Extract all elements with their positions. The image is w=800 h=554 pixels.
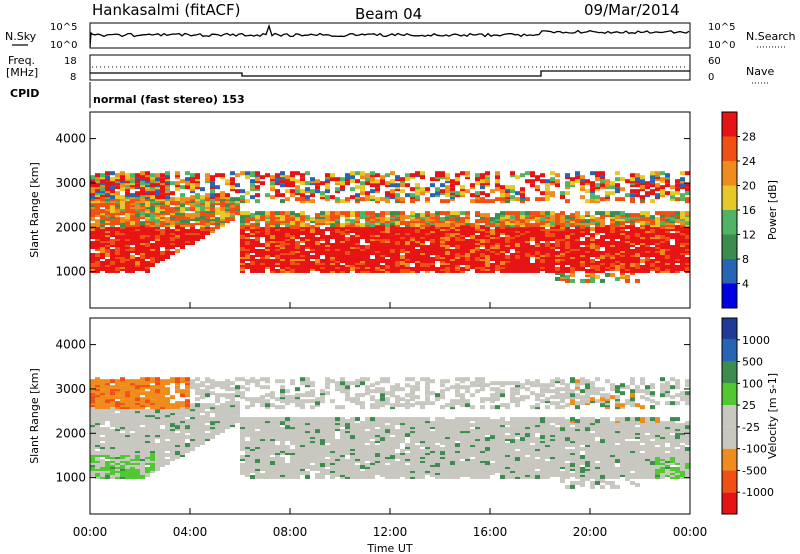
power-panel: 1000 2000 3000 4000 Slant Range [km] 28 24 20… bbox=[28, 111, 779, 309]
cpid-text: normal (fast stereo) 153 bbox=[93, 93, 245, 106]
nave-tick-bottom: 0 bbox=[708, 72, 714, 83]
freq-unit-label: [MHz] bbox=[6, 66, 38, 79]
x-tick-label: 04:00 bbox=[173, 525, 208, 539]
nsky-trace bbox=[89, 23, 690, 48]
y-tick-label: 3000 bbox=[55, 382, 86, 396]
colorbar-tick-label: 24 bbox=[742, 155, 756, 168]
x-axis-ticks: 00:00 04:00 08:00 12:00 16:00 20:00 00:00 bbox=[73, 302, 708, 539]
velocity-y-axis-label: Slant Range [km] bbox=[28, 368, 41, 464]
nsky-label: N.Sky bbox=[5, 30, 37, 43]
velocity-panel: 1000 2000 3000 4000 Slant Range [km] 1000 50… bbox=[28, 317, 779, 515]
nave-label: Nave bbox=[746, 65, 774, 78]
colorbar-tick-label: 16 bbox=[742, 204, 756, 217]
y-tick-label: 1000 bbox=[55, 471, 86, 485]
power-y-axis-label: Slant Range [km] bbox=[28, 162, 41, 258]
freq-label: Freq. bbox=[8, 54, 35, 67]
x-tick-label: 00:00 bbox=[73, 525, 108, 539]
colorbar-tick-label: 25 bbox=[742, 399, 756, 412]
beam-title: Beam 04 bbox=[355, 5, 422, 23]
y-tick-label: 4000 bbox=[55, 132, 86, 146]
nave-tick-top: 60 bbox=[708, 56, 721, 67]
x-axis-label: Time UT bbox=[366, 542, 412, 554]
colorbar-tick-label: -25 bbox=[742, 421, 760, 434]
velocity-plot-area bbox=[90, 377, 690, 489]
colorbar-tick-label: 100 bbox=[742, 377, 763, 390]
velocity-axis-ticks: 1000 2000 3000 4000 bbox=[55, 338, 690, 485]
x-tick-label: 16:00 bbox=[473, 525, 508, 539]
freq-panel: Freq. [MHz] 18 8 60 0 Nave bbox=[6, 54, 774, 84]
velocity-colorbar-label: Velocity [m s-1] bbox=[766, 373, 779, 459]
nsky-panel: N.Sky 10^5 10^0 10^5 10^0 N.Search bbox=[5, 22, 796, 51]
colorbar-tick-label: 500 bbox=[742, 356, 763, 369]
power-axis-ticks: 1000 2000 3000 4000 bbox=[55, 132, 690, 279]
colorbar-tick-label: 8 bbox=[742, 253, 749, 266]
colorbar-tick-label: -1000 bbox=[742, 486, 774, 499]
y-tick-label: 4000 bbox=[55, 338, 86, 352]
cpid-label: CPID bbox=[10, 87, 39, 100]
colorbar-tick-label: 28 bbox=[742, 131, 756, 144]
x-tick-label: 20:00 bbox=[573, 525, 608, 539]
x-tick-label: 08:00 bbox=[273, 525, 308, 539]
y-tick-label: 2000 bbox=[55, 220, 86, 234]
colorbar-tick-label: 1000 bbox=[742, 334, 770, 347]
freq-tick-bottom: 8 bbox=[70, 72, 76, 83]
power-plot-area bbox=[90, 171, 690, 283]
nsearch-tick-top: 10^5 bbox=[708, 22, 735, 33]
power-colorbar-label: Power [dB] bbox=[766, 180, 779, 240]
nsky-tick-bottom: 10^0 bbox=[50, 40, 77, 51]
x-tick-label: 12:00 bbox=[373, 525, 408, 539]
colorbar-tick-label: 20 bbox=[742, 180, 756, 193]
nsearch-label: N.Search bbox=[746, 30, 796, 43]
y-tick-label: 3000 bbox=[55, 176, 86, 190]
colorbar-tick-label: -100 bbox=[742, 443, 767, 456]
y-tick-label: 2000 bbox=[55, 426, 86, 440]
freq-trace bbox=[90, 70, 690, 77]
y-tick-label: 1000 bbox=[55, 265, 86, 279]
x-tick-label: 00:00 bbox=[673, 525, 708, 539]
power-colorbar: 28 24 20 16 12 8 4 bbox=[721, 111, 756, 309]
freq-tick-top: 18 bbox=[64, 56, 77, 67]
velocity-colorbar: 1000 500 100 25 -25 -100 -500 -1000 bbox=[721, 317, 774, 515]
date-title: 09/Mar/2014 bbox=[584, 1, 680, 19]
nsearch-tick-bottom: 10^0 bbox=[708, 40, 735, 51]
colorbar-tick-label: 4 bbox=[742, 278, 749, 291]
station-title: Hankasalmi (fitACF) bbox=[92, 1, 240, 19]
colorbar-tick-label: 12 bbox=[742, 229, 756, 242]
colorbar-tick-label: -500 bbox=[742, 464, 767, 477]
nsky-tick-top: 10^5 bbox=[50, 22, 77, 33]
